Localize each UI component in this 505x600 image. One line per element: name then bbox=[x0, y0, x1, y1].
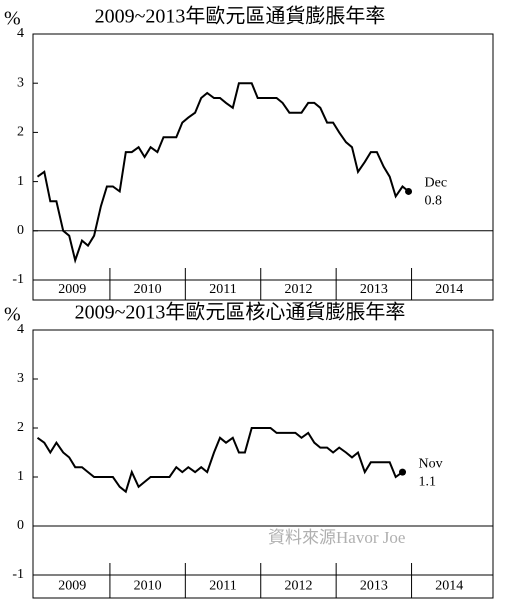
y-tick-label: -1 bbox=[12, 567, 24, 582]
y-tick-label: 1 bbox=[17, 469, 24, 484]
x-tick-label: 2014 bbox=[435, 282, 463, 297]
x-tick-label: 2011 bbox=[209, 282, 236, 297]
plot-frame bbox=[32, 329, 494, 599]
x-tick-label: 2010 bbox=[134, 579, 162, 594]
last-point bbox=[399, 468, 407, 476]
y-tick-label: 2 bbox=[17, 125, 24, 140]
y-tick-label: -1 bbox=[12, 272, 24, 287]
plot-frame bbox=[32, 33, 494, 301]
y-tick-label: 2 bbox=[17, 420, 24, 435]
x-tick-label: 2013 bbox=[360, 282, 388, 297]
chart-title: 2009~2013年歐元區核心通貨膨脹年率 bbox=[75, 301, 406, 324]
x-tick-label: 2010 bbox=[134, 282, 162, 297]
x-tick-label: 2013 bbox=[360, 579, 388, 594]
data-line bbox=[36, 82, 410, 264]
annotation: Dec bbox=[425, 176, 448, 191]
x-tick-label: 2014 bbox=[435, 579, 463, 594]
data-line bbox=[36, 427, 404, 494]
y-unit: % bbox=[4, 304, 21, 326]
annotation: 1.1 bbox=[419, 474, 437, 489]
y-tick-label: 3 bbox=[17, 371, 24, 386]
x-tick-label: 2011 bbox=[209, 579, 236, 594]
source-note: 資料來源Havor Joe bbox=[268, 528, 405, 547]
last-point bbox=[405, 187, 413, 195]
y-tick-label: 4 bbox=[17, 26, 24, 41]
x-tick-label: 2012 bbox=[284, 282, 312, 297]
annotation: Nov bbox=[419, 456, 443, 471]
annotation: 0.8 bbox=[425, 194, 443, 209]
y-tick-label: 0 bbox=[17, 223, 24, 238]
x-tick-label: 2009 bbox=[58, 579, 86, 594]
y-tick-label: 0 bbox=[17, 518, 24, 533]
x-tick-label: 2009 bbox=[58, 282, 86, 297]
chart-title: 2009~2013年歐元區通貨膨脹年率 bbox=[95, 5, 386, 28]
y-tick-label: 1 bbox=[17, 174, 24, 189]
y-tick-label: 3 bbox=[17, 75, 24, 90]
y-tick-label: 4 bbox=[17, 322, 24, 337]
x-tick-label: 2012 bbox=[284, 579, 312, 594]
y-unit: % bbox=[4, 8, 21, 30]
